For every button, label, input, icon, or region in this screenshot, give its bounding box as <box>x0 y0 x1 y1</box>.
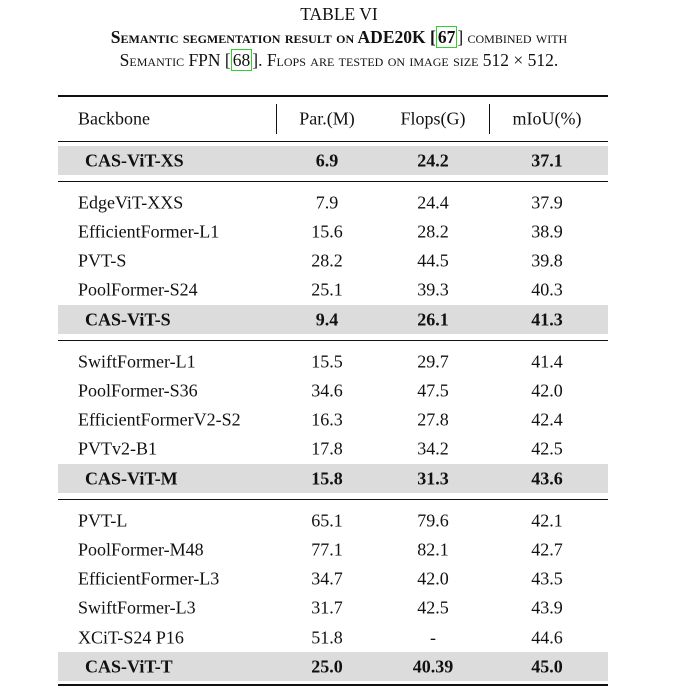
table-cell: 24.2 <box>417 150 449 170</box>
row-label: EfficientFormer-L3 <box>78 568 220 589</box>
row-label: PVT-L <box>78 510 128 531</box>
table-cell: 47.5 <box>417 380 449 401</box>
table-cell: 44.5 <box>417 250 449 271</box>
table-cell: 77.1 <box>311 539 343 560</box>
table-cell: 37.1 <box>531 150 563 170</box>
table-rule <box>58 340 608 342</box>
table-cell: 28.2 <box>417 221 449 242</box>
table-cell: 41.3 <box>531 309 563 329</box>
table-cell: 42.5 <box>417 597 449 618</box>
table-cell: Par.(M) <box>299 108 355 129</box>
table-cell: 79.6 <box>417 510 449 531</box>
row-label: Backbone <box>78 108 150 129</box>
table-cell: 65.1 <box>311 510 343 531</box>
table-cell: 44.6 <box>531 627 563 647</box>
table-cell: 29.7 <box>417 351 449 372</box>
table-cell: 27.8 <box>417 409 449 430</box>
table-cell: 7.9 <box>315 192 339 213</box>
table-cell: 31.3 <box>417 468 449 488</box>
table-cell: 42.1 <box>531 510 563 531</box>
table-cell: 25.1 <box>311 279 343 300</box>
highlight-row <box>58 652 608 682</box>
table-cell: 28.2 <box>311 250 343 271</box>
table-cell: 43.6 <box>531 468 563 488</box>
row-label: XCiT-S24 P16 <box>78 627 184 647</box>
table-cell: 34.6 <box>311 380 343 401</box>
caption-line: Semantic FPN [68]. Flops are tested on i… <box>0 49 678 71</box>
table-cell: 24.4 <box>417 192 449 213</box>
row-label: PVT-S <box>78 250 127 271</box>
table-cell: 40.3 <box>531 279 563 300</box>
caption-text: Semantic FPN [ <box>119 50 231 70</box>
table-cell: 39.8 <box>531 250 563 271</box>
table-cell: mIoU(%) <box>512 108 582 129</box>
column-divider <box>276 104 277 134</box>
table-cell: 9.4 <box>315 309 339 329</box>
table-cell: 39.3 <box>417 279 449 300</box>
table-rule <box>58 181 608 183</box>
row-label: EfficientFormerV2-S2 <box>78 409 241 430</box>
row-label: EfficientFormer-L1 <box>78 221 220 242</box>
table-cell: 40.39 <box>412 656 454 677</box>
highlight-row <box>58 305 608 334</box>
table-rule <box>58 95 608 97</box>
row-label: CAS-ViT-M <box>85 468 178 488</box>
table-cell: 43.5 <box>531 568 563 589</box>
row-label: PoolFormer-S36 <box>78 380 198 401</box>
caption-line: Semantic segmentation result on ADE20K [… <box>0 26 678 48</box>
table-cell: - <box>430 627 436 647</box>
table-cell: 41.4 <box>531 351 563 372</box>
column-divider <box>489 104 490 134</box>
table-cell: 34.7 <box>311 568 343 589</box>
table-title: TABLE VI <box>300 4 378 24</box>
citation-link: 68 <box>230 49 253 71</box>
table-cell: 42.7 <box>531 539 563 560</box>
row-label: SwiftFormer-L1 <box>78 351 196 372</box>
highlight-row <box>58 464 608 493</box>
row-label: CAS-ViT-S <box>85 309 171 329</box>
table-rule <box>58 141 608 142</box>
table-cell: 82.1 <box>417 539 449 560</box>
table-cell: 16.3 <box>311 409 343 430</box>
row-label: PoolFormer-S24 <box>78 279 198 300</box>
table-rule <box>58 684 608 687</box>
table-cell: 15.5 <box>311 351 343 372</box>
table-cell: Flops(G) <box>400 108 466 129</box>
row-label: CAS-ViT-T <box>85 656 173 677</box>
table-cell: 45.0 <box>531 656 563 677</box>
table-cell: 6.9 <box>315 150 339 170</box>
row-label: PoolFormer-M48 <box>78 539 204 560</box>
table-rule <box>58 499 608 501</box>
citation-link: 67 <box>435 26 458 48</box>
caption-text: Semantic segmentation result on ADE20K [ <box>110 27 436 47</box>
table-cell: 17.8 <box>311 438 343 459</box>
table-cell: 37.9 <box>531 192 563 213</box>
caption-text: ]. Flops are tested on image size 512 × … <box>252 50 559 70</box>
highlight-row <box>58 146 608 175</box>
table-cell: 25.0 <box>311 656 343 677</box>
table-cell: 42.4 <box>531 409 563 430</box>
table-cell: 15.8 <box>311 468 343 488</box>
table-cell: 42.0 <box>531 380 563 401</box>
table-cell: 51.8 <box>311 627 343 647</box>
row-label: SwiftFormer-L3 <box>78 597 196 618</box>
row-label: PVTv2-B1 <box>78 438 158 459</box>
caption-text: ] combined with <box>457 27 568 47</box>
row-label: EdgeViT-XXS <box>78 192 184 213</box>
table-cell: 15.6 <box>311 221 343 242</box>
table-cell: 31.7 <box>311 597 343 618</box>
table-cell: 42.5 <box>531 438 563 459</box>
table-cell: 26.1 <box>417 309 449 329</box>
row-label: CAS-ViT-XS <box>85 150 184 170</box>
table-cell: 38.9 <box>531 221 563 242</box>
table-cell: 34.2 <box>417 438 449 459</box>
table-cell: 43.9 <box>531 597 563 618</box>
table-cell: 42.0 <box>417 568 449 589</box>
